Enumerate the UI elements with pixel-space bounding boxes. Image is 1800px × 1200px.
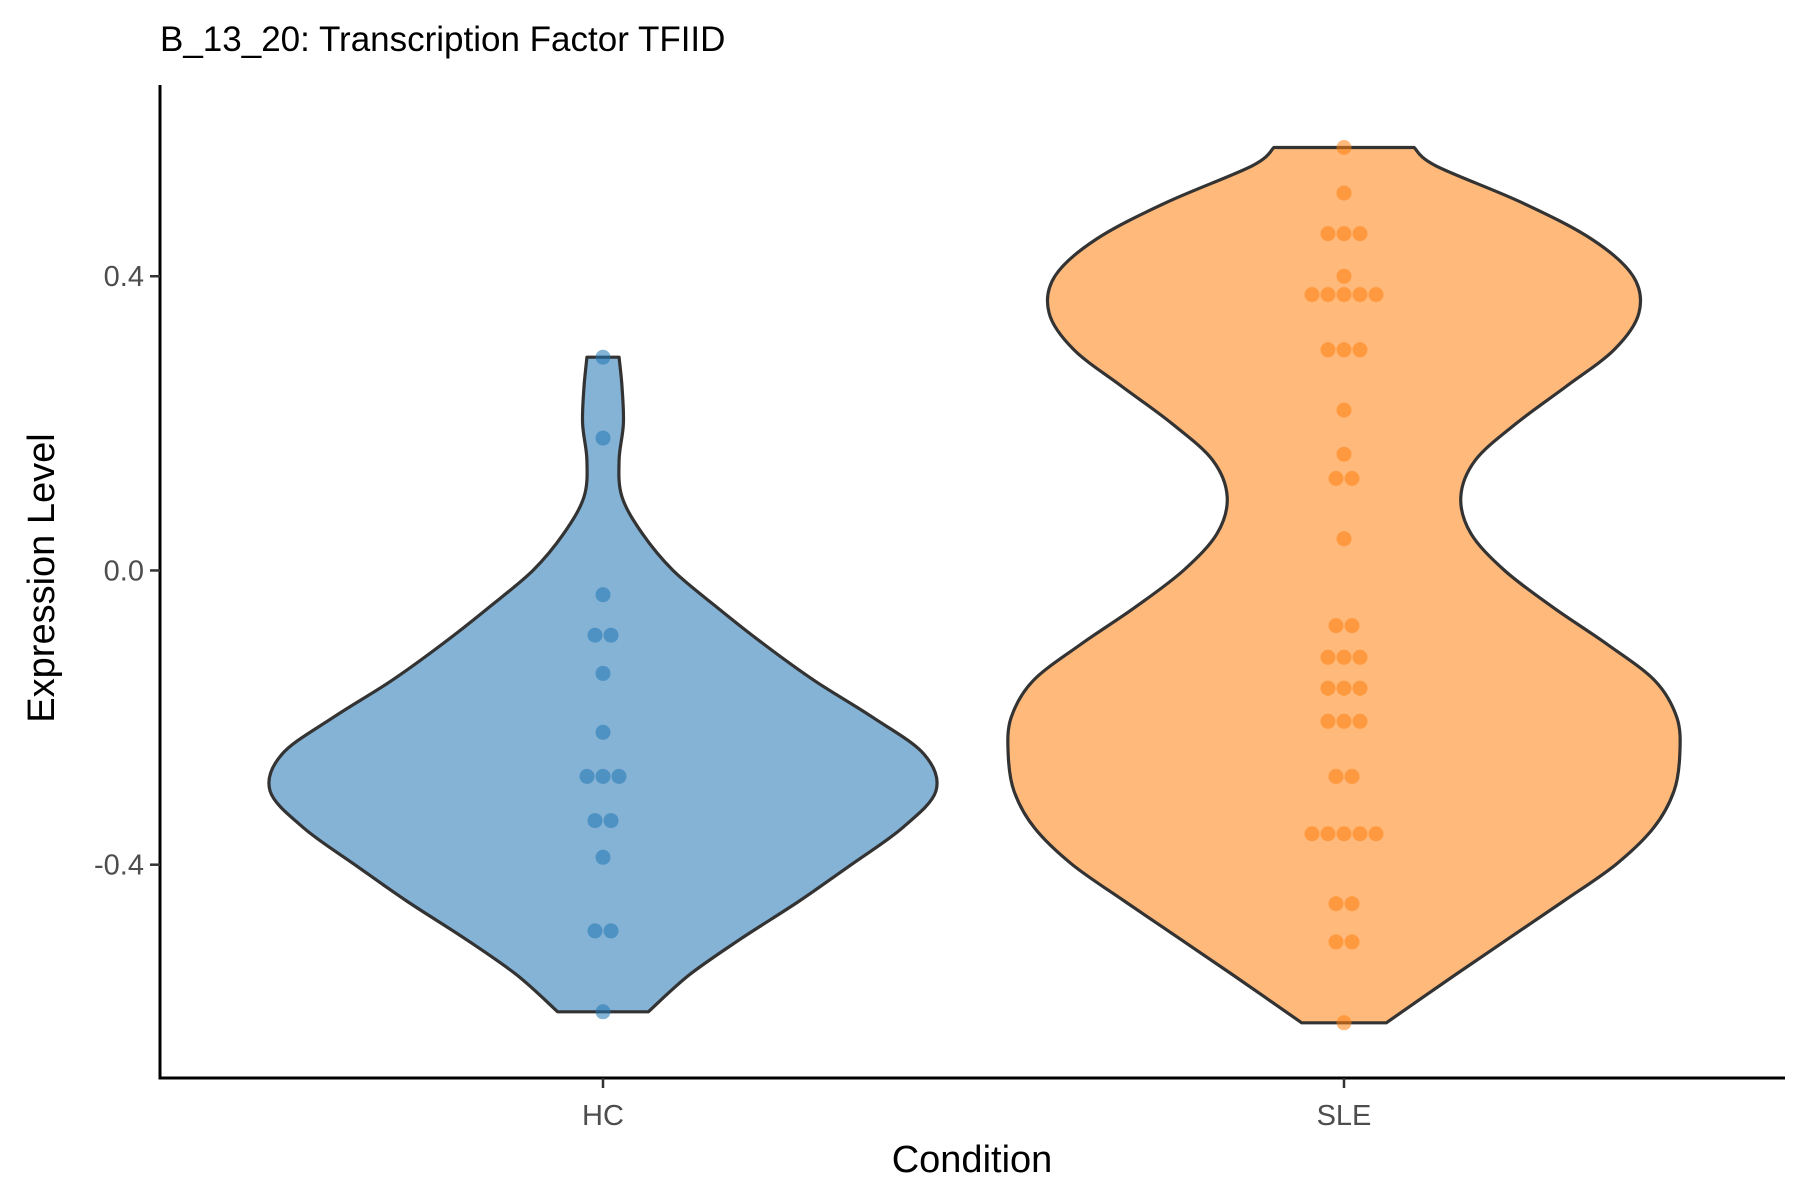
data-point-sle	[1328, 618, 1344, 634]
data-point-sle	[1352, 713, 1368, 729]
data-point-sle	[1336, 531, 1352, 547]
data-point-sle	[1304, 287, 1320, 303]
data-point-hc	[595, 1004, 611, 1020]
data-point-sle	[1368, 826, 1384, 842]
data-point-hc	[603, 627, 619, 643]
x-tick-label: HC	[582, 1100, 624, 1132]
data-point-sle	[1336, 826, 1352, 842]
data-point-hc	[595, 849, 611, 865]
y-tick-label: -0.4	[94, 850, 144, 882]
data-point-sle	[1320, 826, 1336, 842]
data-point-sle	[1336, 680, 1352, 696]
data-point-hc	[595, 349, 611, 365]
data-point-sle	[1336, 649, 1352, 665]
data-point-sle	[1304, 826, 1320, 842]
data-point-hc	[595, 430, 611, 446]
data-point-hc	[587, 813, 603, 829]
data-point-sle	[1328, 768, 1344, 784]
data-point-sle	[1320, 287, 1336, 303]
data-point-sle	[1336, 446, 1352, 462]
data-point-sle	[1336, 185, 1352, 201]
data-point-sle	[1352, 226, 1368, 242]
data-point-sle	[1328, 896, 1344, 912]
plot-area	[267, 140, 1682, 1031]
data-point-hc	[587, 923, 603, 939]
data-point-sle	[1352, 680, 1368, 696]
data-point-sle	[1336, 226, 1352, 242]
data-point-sle	[1320, 226, 1336, 242]
y-tick-label: 0.4	[104, 261, 144, 293]
data-point-sle	[1352, 287, 1368, 303]
data-point-sle	[1320, 649, 1336, 665]
data-point-sle	[1320, 680, 1336, 696]
data-point-sle	[1336, 268, 1352, 284]
data-point-sle	[1352, 342, 1368, 358]
data-point-sle	[1352, 649, 1368, 665]
data-point-hc	[595, 665, 611, 681]
x-tick-label: SLE	[1317, 1100, 1372, 1132]
data-point-sle	[1328, 934, 1344, 950]
data-point-sle	[1336, 713, 1352, 729]
data-point-hc	[587, 627, 603, 643]
y-tick-label: 0.0	[104, 555, 144, 587]
data-point-hc	[595, 768, 611, 784]
data-point-hc	[579, 768, 595, 784]
data-point-hc	[603, 923, 619, 939]
data-point-hc	[595, 587, 611, 603]
data-point-sle	[1328, 471, 1344, 486]
data-point-sle	[1336, 342, 1352, 358]
data-point-sle	[1344, 896, 1360, 912]
data-point-hc	[603, 813, 619, 829]
data-point-sle	[1344, 618, 1360, 634]
data-point-sle	[1344, 934, 1360, 950]
data-point-sle	[1336, 1015, 1352, 1031]
data-point-sle	[1320, 342, 1336, 358]
data-point-sle	[1344, 768, 1360, 784]
data-point-sle	[1336, 140, 1352, 155]
data-point-sle	[1336, 402, 1352, 418]
data-point-sle	[1368, 287, 1384, 303]
data-point-sle	[1344, 471, 1360, 486]
x-axis-title: Condition	[892, 1139, 1053, 1181]
data-point-sle	[1336, 287, 1352, 303]
data-point-hc	[595, 724, 611, 740]
chart-title: B_13_20: Transcription Factor TFIID	[160, 20, 725, 59]
data-point-sle	[1320, 713, 1336, 729]
violin-sle	[1006, 145, 1682, 1025]
data-point-sle	[1352, 826, 1368, 842]
axes: -0.4 0.0 0.4 HC SLE	[94, 85, 1785, 1132]
data-point-hc	[611, 768, 627, 784]
y-axis-title: Expression Level	[21, 433, 63, 722]
violin-hc	[267, 355, 939, 1014]
